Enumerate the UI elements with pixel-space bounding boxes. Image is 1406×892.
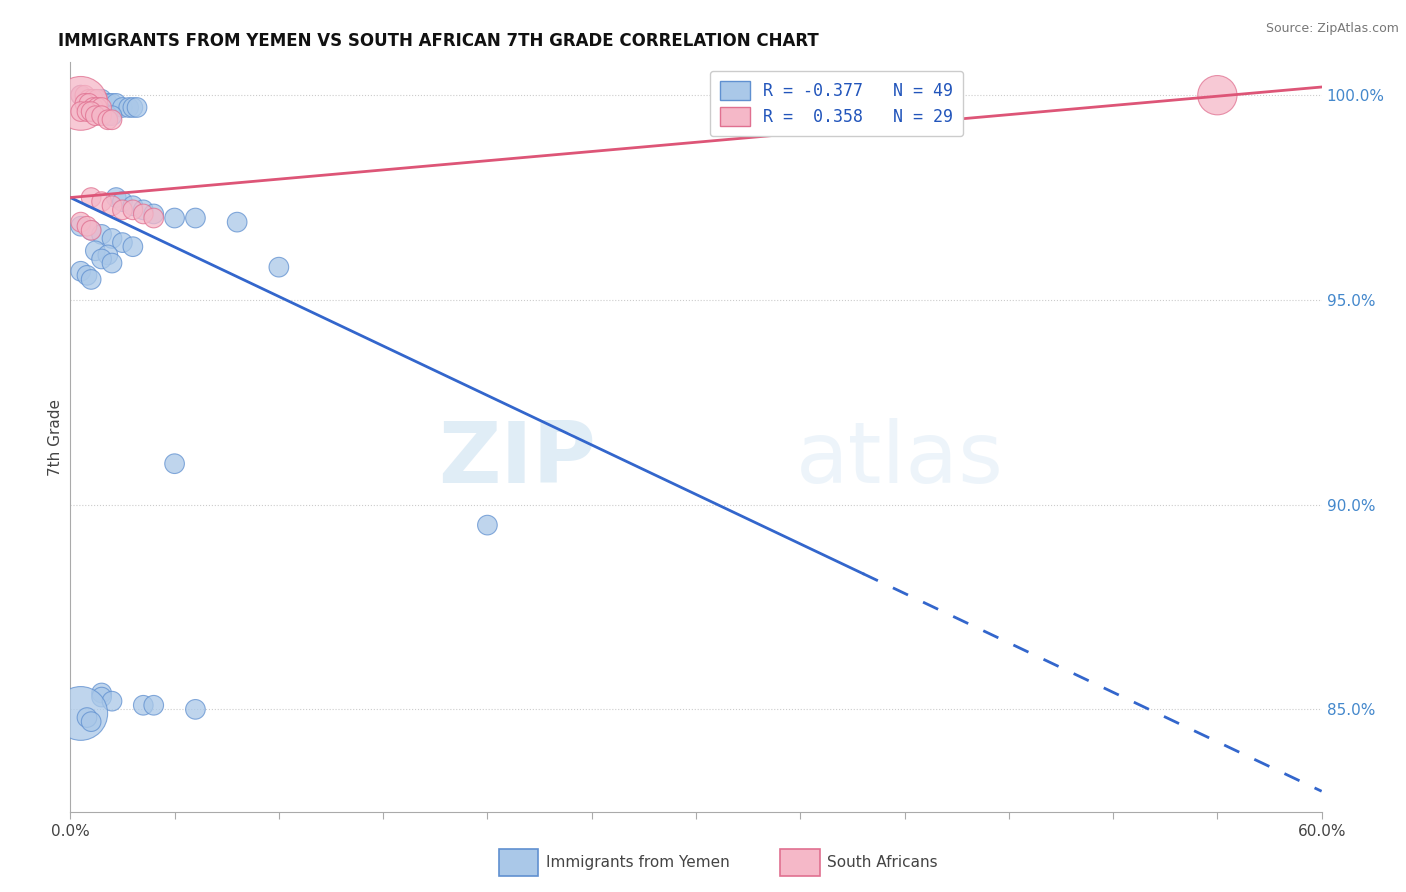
Point — [477, 518, 499, 533]
Point — [111, 235, 134, 250]
Point — [80, 92, 103, 106]
Point — [80, 272, 103, 286]
Point — [101, 199, 124, 213]
Point — [80, 190, 103, 204]
Point — [80, 104, 103, 119]
Point — [101, 112, 124, 127]
Point — [84, 109, 107, 123]
Point — [132, 698, 155, 713]
Point — [121, 240, 145, 254]
Point — [90, 194, 112, 209]
Point — [90, 100, 112, 114]
Point — [111, 202, 134, 217]
Point — [125, 100, 148, 114]
Point — [76, 219, 98, 234]
Point — [97, 96, 120, 111]
Point — [105, 96, 128, 111]
Point — [121, 199, 145, 213]
Point — [86, 100, 108, 114]
Point — [90, 690, 112, 704]
Point — [184, 211, 207, 225]
Point — [80, 223, 103, 237]
Point — [76, 92, 98, 106]
Point — [97, 248, 120, 262]
Point — [69, 219, 91, 234]
Point — [163, 211, 186, 225]
Point — [69, 104, 91, 119]
Y-axis label: 7th Grade: 7th Grade — [48, 399, 63, 475]
Point — [80, 104, 103, 119]
Point — [111, 194, 134, 209]
Point — [69, 88, 91, 103]
Point — [97, 112, 120, 127]
Point — [142, 698, 165, 713]
Point — [267, 260, 290, 275]
Point — [82, 100, 104, 114]
Point — [101, 231, 124, 245]
Point — [121, 202, 145, 217]
Text: ZIP: ZIP — [439, 418, 596, 501]
Point — [84, 92, 107, 106]
Point — [101, 256, 124, 270]
Point — [76, 268, 98, 283]
Point — [77, 92, 100, 106]
Point — [121, 100, 145, 114]
Text: South Africans: South Africans — [827, 855, 938, 870]
Point — [184, 702, 207, 716]
Point — [90, 252, 112, 266]
Point — [90, 104, 112, 119]
Point — [132, 202, 155, 217]
Point — [69, 88, 91, 103]
Text: Source: ZipAtlas.com: Source: ZipAtlas.com — [1265, 22, 1399, 36]
Point — [76, 104, 98, 119]
Point — [77, 96, 100, 111]
Point — [132, 207, 155, 221]
Point — [111, 100, 134, 114]
Point — [76, 710, 98, 724]
Point — [226, 215, 249, 229]
Point — [69, 215, 91, 229]
Point — [101, 96, 124, 111]
Point — [101, 694, 124, 708]
Point — [80, 223, 103, 237]
Point — [73, 88, 96, 103]
Text: Immigrants from Yemen: Immigrants from Yemen — [546, 855, 730, 870]
Point — [80, 714, 103, 729]
Point — [73, 96, 96, 111]
Point — [90, 92, 112, 106]
Point — [82, 92, 104, 106]
Point — [90, 109, 112, 123]
Point — [142, 211, 165, 225]
Point — [1206, 88, 1229, 103]
Point — [101, 109, 124, 123]
Point — [69, 706, 91, 721]
Point — [118, 100, 141, 114]
Point — [84, 244, 107, 258]
Legend: R = -0.377   N = 49, R =  0.358   N = 29: R = -0.377 N = 49, R = 0.358 N = 29 — [710, 70, 963, 136]
Point — [69, 96, 91, 111]
Point — [142, 207, 165, 221]
Text: IMMIGRANTS FROM YEMEN VS SOUTH AFRICAN 7TH GRADE CORRELATION CHART: IMMIGRANTS FROM YEMEN VS SOUTH AFRICAN 7… — [58, 32, 818, 50]
Point — [90, 686, 112, 700]
Point — [163, 457, 186, 471]
Point — [90, 227, 112, 242]
Point — [105, 190, 128, 204]
Point — [97, 109, 120, 123]
Point — [69, 264, 91, 278]
Point — [86, 92, 108, 106]
Text: atlas: atlas — [796, 418, 1004, 501]
